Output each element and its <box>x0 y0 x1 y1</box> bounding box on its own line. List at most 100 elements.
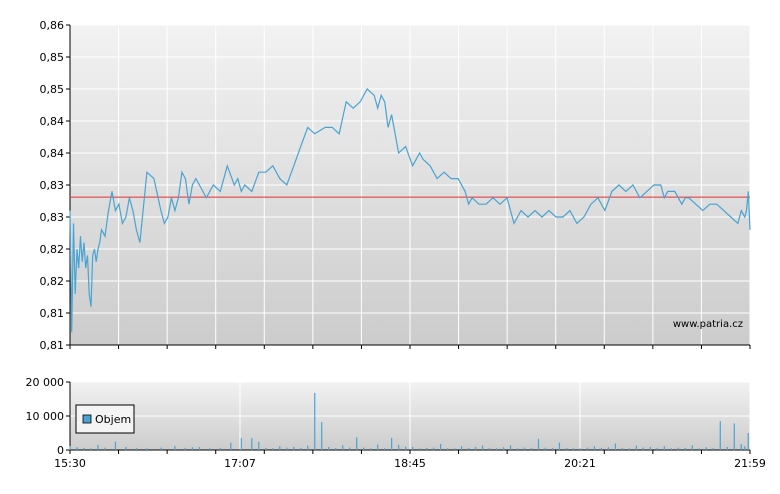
volume-bar <box>125 446 127 450</box>
price-panel: 0,81 0,81 0,82 0,82 0,83 0,83 0,84 0,84 0,85 0,85… <box>40 19 751 352</box>
volume-bar <box>76 447 78 450</box>
volume-bar <box>740 444 742 450</box>
volume-bar <box>307 445 309 450</box>
volume-bar <box>509 445 512 450</box>
price-ytick-label: 0,85 <box>40 51 65 64</box>
x-tick-label: 17:07 <box>224 457 256 470</box>
volume-bar <box>453 448 456 450</box>
price-ytick-label: 0,81 <box>40 339 65 352</box>
price-ytick-label: 0,85 <box>40 83 65 96</box>
volume-bar <box>607 447 610 450</box>
volume-bar <box>446 448 449 450</box>
price-ytick-label: 0,81 <box>40 307 65 320</box>
volume-bar <box>135 447 138 450</box>
volume-bar <box>398 444 400 450</box>
volume-bar <box>523 447 526 450</box>
volume-bar <box>293 446 295 450</box>
price-ytick-label: 0,83 <box>40 179 65 192</box>
volume-bar <box>114 441 117 450</box>
x-tick-label: 15:30 <box>54 457 86 470</box>
legend-swatch <box>82 414 92 424</box>
volume-bar <box>691 445 693 450</box>
volume-bar <box>537 438 540 450</box>
volume-bar <box>300 447 302 450</box>
volume-bar <box>240 438 242 450</box>
volume-bar <box>384 448 386 450</box>
volume-bar <box>258 441 260 450</box>
legend-label: Objem <box>95 413 131 426</box>
volume-bar <box>419 448 421 450</box>
volume-bar <box>174 445 176 450</box>
volume-bar <box>551 447 554 450</box>
volume-bar <box>97 444 99 450</box>
volume-bar <box>230 442 232 450</box>
volume-bar <box>733 423 735 450</box>
volume-bar <box>677 447 679 450</box>
volume-bar <box>705 447 707 450</box>
volume-ytick-label: 10 000 <box>26 410 65 423</box>
price-ytick-label: 0,82 <box>40 243 65 256</box>
volume-bar <box>460 446 463 450</box>
volume-bar <box>495 448 498 450</box>
volume-bar <box>719 421 721 450</box>
volume-bar <box>198 446 200 450</box>
volume-bar <box>321 422 323 450</box>
volume-bar <box>502 447 505 450</box>
volume-bar <box>104 447 106 450</box>
volume-bar <box>439 443 442 450</box>
volume-bar <box>265 447 267 450</box>
volume-bar <box>684 447 686 450</box>
volume-bar <box>726 446 728 450</box>
volume-bar <box>544 447 547 450</box>
volume-bar <box>342 445 344 450</box>
volume-bar <box>328 446 330 450</box>
volume-bar <box>219 447 221 450</box>
volume-bar <box>335 447 337 450</box>
volume-bar <box>377 444 379 450</box>
volume-bar <box>744 446 746 450</box>
volume-bar <box>474 446 477 450</box>
volume-bar <box>69 445 71 450</box>
volume-bar <box>90 448 92 450</box>
volume-bar <box>712 447 714 450</box>
volume-bar <box>467 447 470 450</box>
volume-bar <box>370 448 372 450</box>
volume-bar <box>558 442 561 450</box>
price-ytick-label: 0,83 <box>40 211 65 224</box>
volume-bar <box>621 447 623 450</box>
volume-bar <box>530 447 533 450</box>
volume-bar <box>698 448 700 450</box>
volume-bar <box>432 447 435 450</box>
volume-ytick-label: 0 <box>57 444 64 457</box>
volume-bar <box>586 447 589 450</box>
volume-panel: 0 10 000 20 000 15:30 17:07 18:45 20:21 21:59 Ob… <box>26 376 766 470</box>
volume-bar <box>565 447 568 450</box>
volume-bar <box>516 448 519 450</box>
volume-bar <box>663 446 665 450</box>
volume-bar <box>572 448 575 450</box>
volume-bar <box>649 446 651 450</box>
volume-bar <box>391 437 393 450</box>
volume-bar <box>83 447 85 450</box>
volume-bar <box>314 392 316 450</box>
volume-bar <box>251 438 253 450</box>
volume-bar <box>426 447 428 450</box>
volume-bar <box>579 448 582 450</box>
volume-bar <box>286 447 288 450</box>
volume-bar <box>670 448 672 450</box>
volume-bar <box>593 446 596 450</box>
volume-bar <box>191 447 193 450</box>
volume-bar <box>405 446 407 450</box>
volume-bar <box>349 447 351 450</box>
volume-bar <box>488 447 491 450</box>
volume-ytick-label: 20 000 <box>26 376 65 389</box>
volume-bar <box>272 448 274 450</box>
price-series-line <box>69 88 751 333</box>
price-ytick-label: 0,86 <box>40 19 65 32</box>
volume-bar <box>600 447 603 450</box>
volume-bar <box>412 446 414 450</box>
price-ytick-label: 0,82 <box>40 275 65 288</box>
volume-bar <box>160 447 162 450</box>
